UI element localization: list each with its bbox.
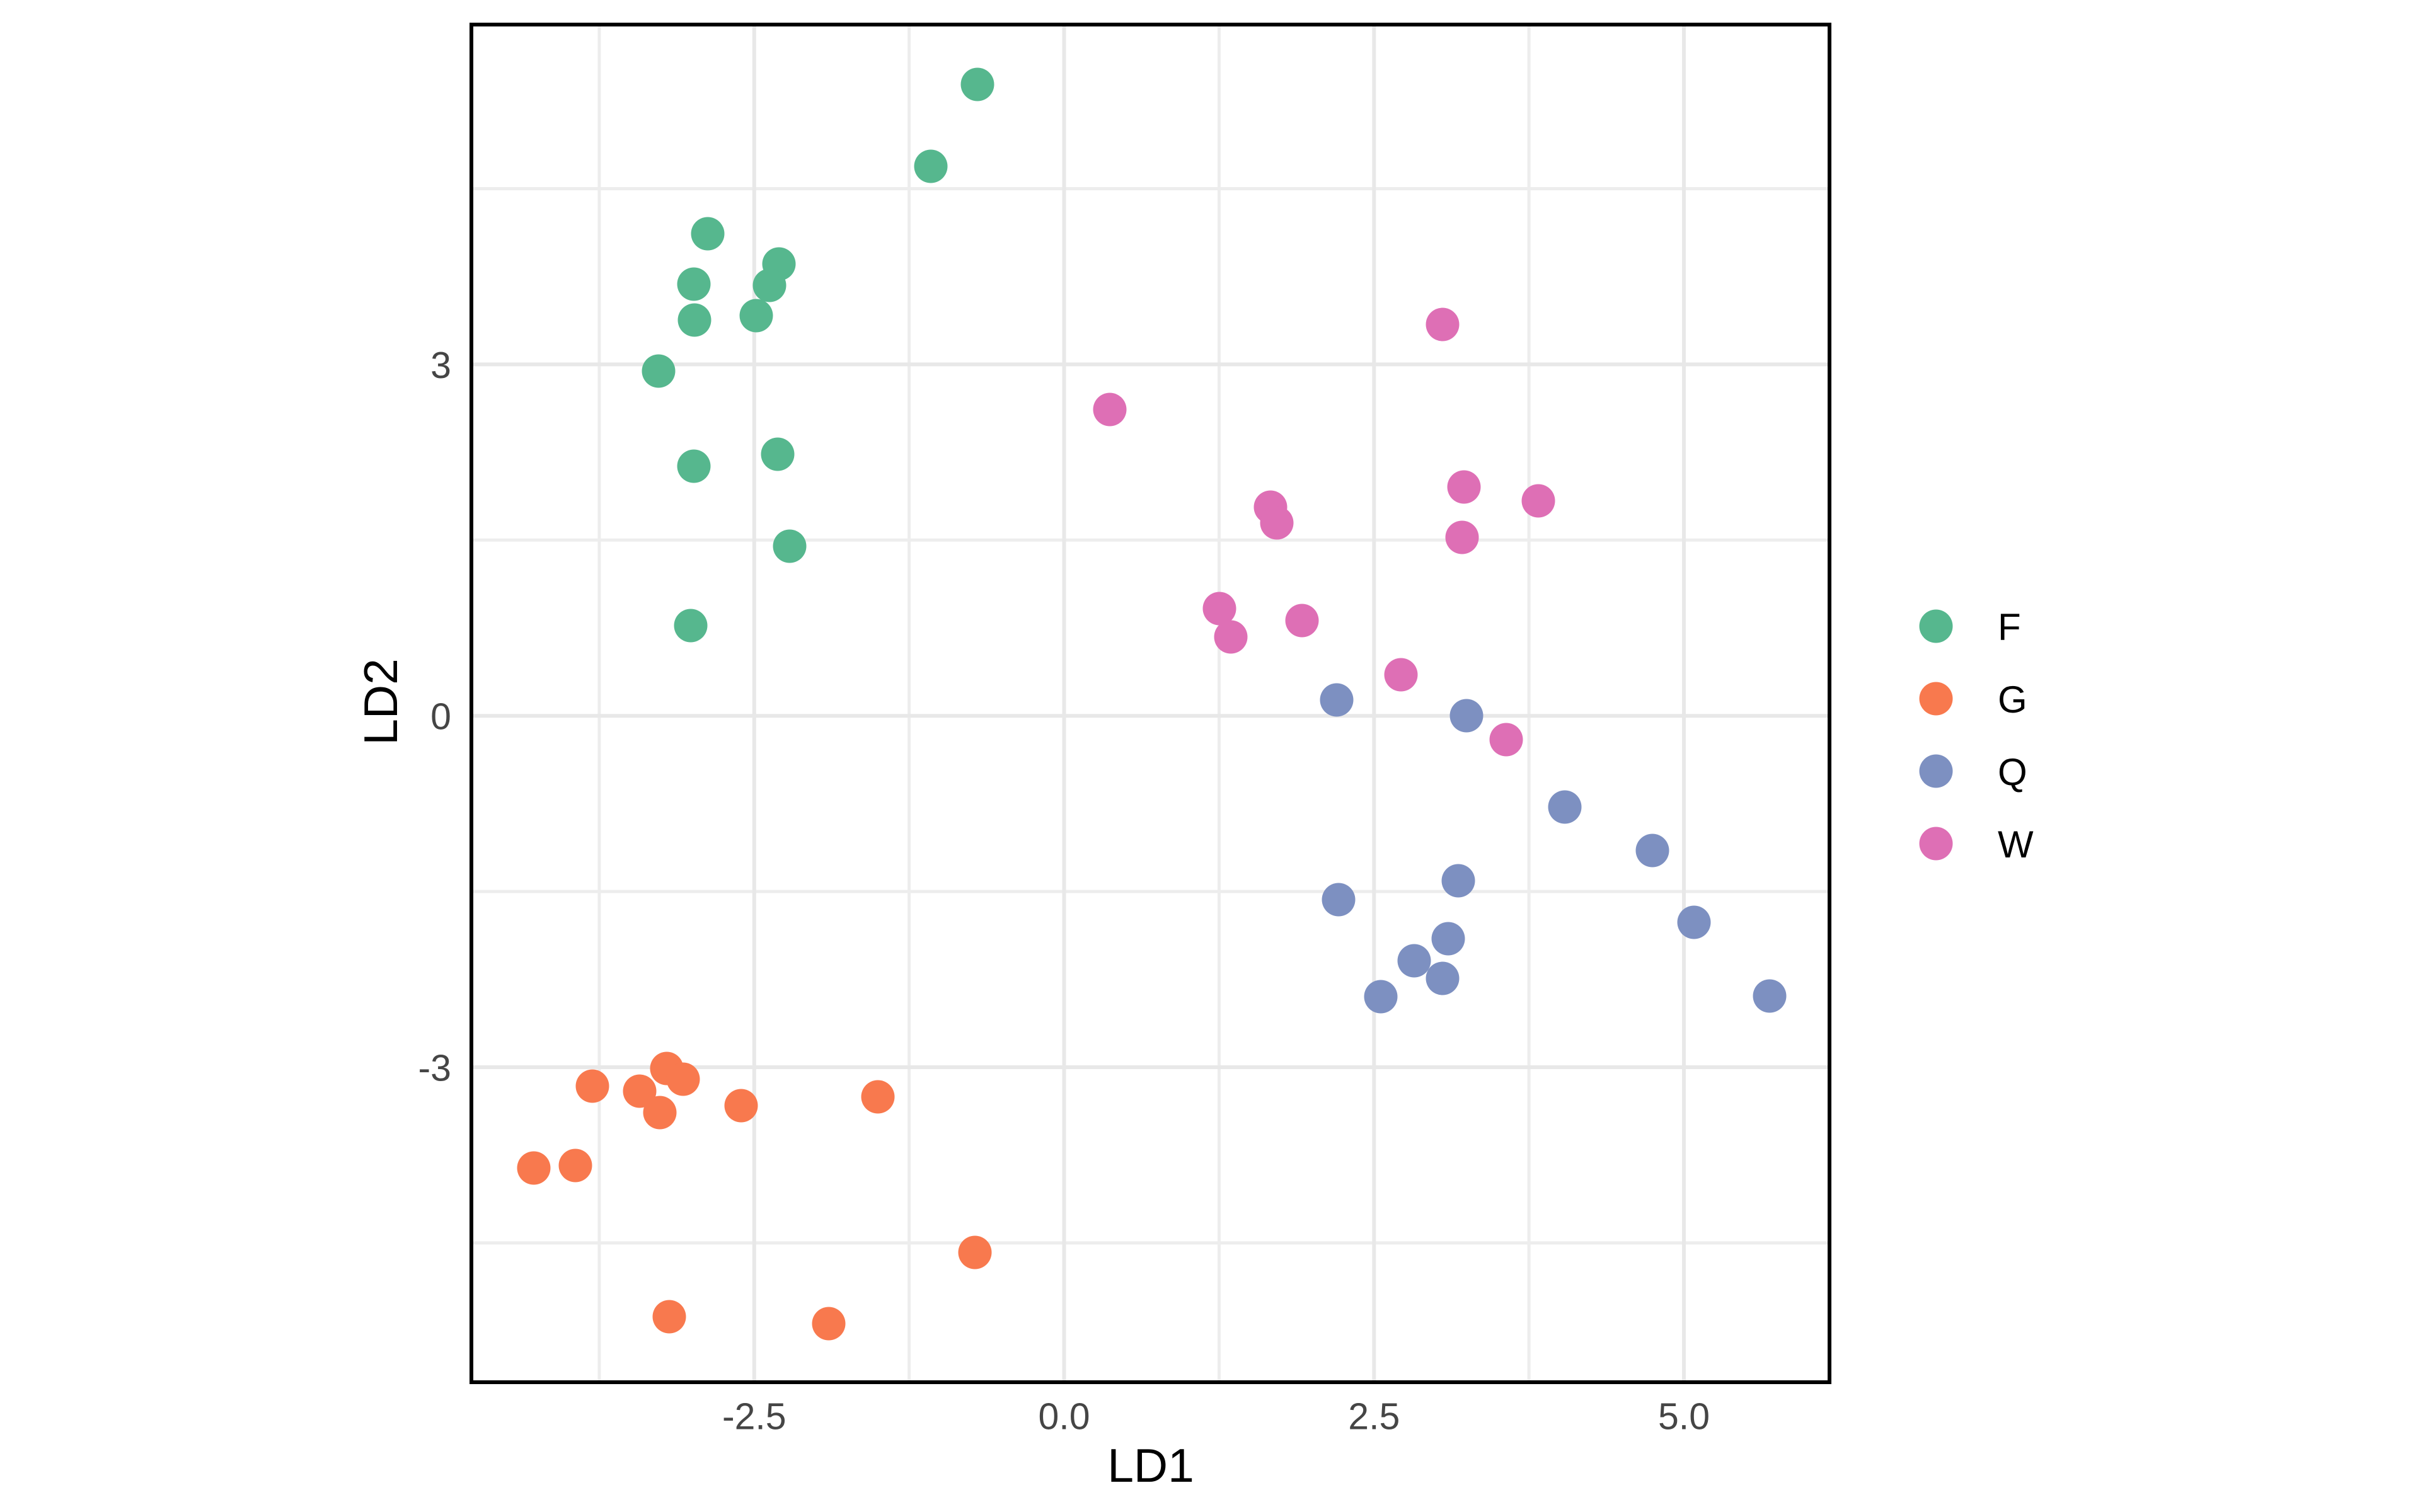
svg-text:W: W <box>1998 823 2034 866</box>
svg-text:0.0: 0.0 <box>1038 1396 1090 1438</box>
svg-text:-3: -3 <box>418 1048 451 1089</box>
svg-text:5.0: 5.0 <box>1658 1396 1710 1438</box>
svg-text:Q: Q <box>1998 751 2027 793</box>
svg-text:G: G <box>1998 679 2027 721</box>
svg-text:2.5: 2.5 <box>1348 1396 1400 1438</box>
svg-text:LD1: LD1 <box>1107 1439 1194 1492</box>
svg-text:LD2: LD2 <box>354 658 407 745</box>
svg-text:F: F <box>1998 606 2021 648</box>
svg-text:3: 3 <box>430 345 451 386</box>
svg-text:0: 0 <box>430 696 451 738</box>
svg-text:-2.5: -2.5 <box>722 1396 786 1438</box>
